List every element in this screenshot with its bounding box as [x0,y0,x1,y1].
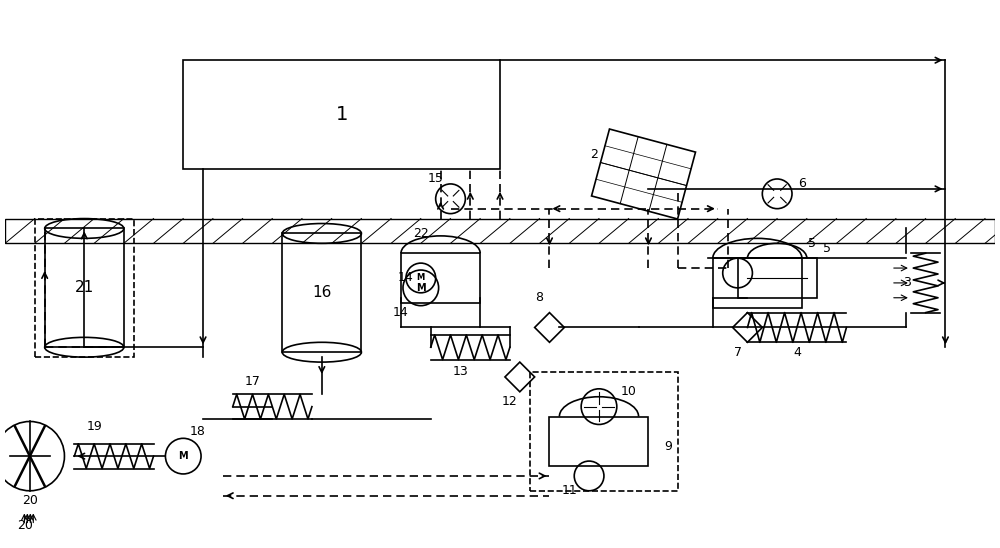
Text: M: M [416,283,426,293]
Text: 20: 20 [22,494,38,507]
Text: 6: 6 [798,178,806,190]
Text: 17: 17 [245,375,260,389]
Text: 2: 2 [590,148,598,161]
Text: 13: 13 [453,366,468,379]
Bar [5,219,995,243]
Text: 1: 1 [335,105,348,124]
Bar [282,233,361,352]
Text: 3: 3 [903,276,911,289]
Text: 19: 19 [86,420,102,433]
Text: 15: 15 [428,173,444,185]
Text: M: M [178,451,188,461]
Text: 21: 21 [75,281,94,295]
Bar [35,219,134,357]
Bar [530,372,678,491]
Text: 5: 5 [823,242,831,255]
Text: 7: 7 [734,346,742,359]
Text: 22: 22 [413,227,429,240]
Text: 12: 12 [502,395,518,408]
Text: 20: 20 [17,519,33,532]
Text: 11: 11 [561,484,577,497]
Bar [45,229,124,347]
Text: 14: 14 [393,306,409,319]
Bar [183,60,500,169]
Text: 8: 8 [536,291,544,304]
Text: 9: 9 [664,439,672,453]
Bar [738,258,817,298]
Text: 5: 5 [808,237,816,250]
Bar [401,253,480,302]
Text: 18: 18 [190,425,206,438]
Text: 16: 16 [312,286,332,300]
Text: 10: 10 [621,385,637,398]
Text: M: M [417,273,425,282]
Bar [713,258,802,307]
Text: 4: 4 [793,346,801,359]
Text: 14: 14 [398,271,414,284]
Bar [549,416,648,466]
